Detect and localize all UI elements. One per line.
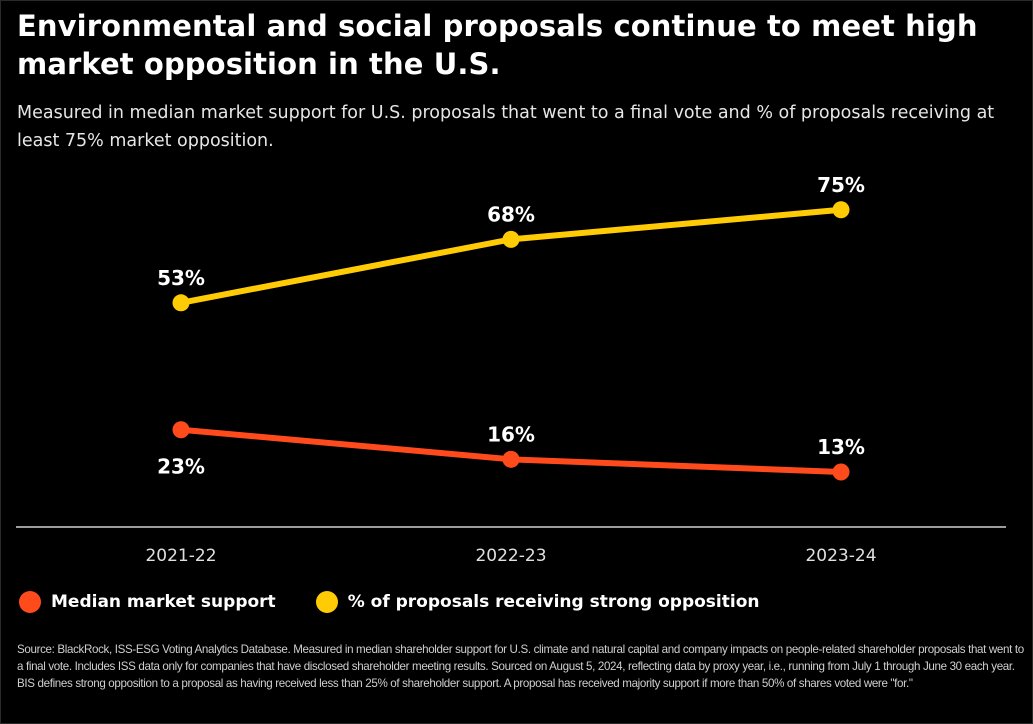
data-label: 13%: [817, 435, 865, 459]
data-label: 53%: [157, 266, 205, 290]
data-label: 23%: [157, 455, 205, 479]
x-tick-labels: 2021-22 2022-23 2023-24: [145, 546, 876, 566]
data-point: [502, 230, 520, 248]
data-label: 16%: [487, 422, 535, 446]
data-point: [832, 201, 850, 219]
chart-subtitle: Measured in median market support for U.…: [17, 103, 995, 151]
x-tick-label: 2022-23: [475, 546, 546, 566]
legend-dot-icon: [315, 591, 338, 613]
chart-title: Environmental and social proposals conti…: [17, 9, 978, 81]
legend: Median market support % of proposals rec…: [19, 591, 800, 613]
line-chart: 23% 16% 13% 53% 68% 75% 2021-22 2022-23 2023-24: [16, 173, 1006, 566]
legend-item-median-support: Median market support: [19, 591, 276, 613]
x-tick-label: 2023-24: [805, 546, 876, 566]
x-tick-label: 2021-22: [145, 546, 216, 566]
source-note: Source: BlackRock, ISS-ESG Voting Analyt…: [17, 643, 1024, 690]
data-label: 68%: [487, 202, 535, 226]
legend-dot-icon: [19, 591, 41, 613]
data-point: [502, 450, 520, 468]
data-point: [172, 421, 190, 439]
legend-item-strong-opposition: % of proposals receiving strong oppositi…: [315, 591, 760, 613]
series-layer: 23% 16% 13% 53% 68% 75%: [157, 173, 865, 481]
legend-label: Median market support: [51, 592, 276, 612]
series-strong-opposition: 53% 68% 75%: [157, 173, 865, 312]
series-median-market-support: 23% 16% 13%: [157, 421, 865, 481]
legend-label: % of proposals receiving strong oppositi…: [347, 592, 760, 612]
data-point: [832, 463, 850, 481]
data-label: 75%: [817, 173, 865, 197]
data-point: [172, 294, 190, 312]
